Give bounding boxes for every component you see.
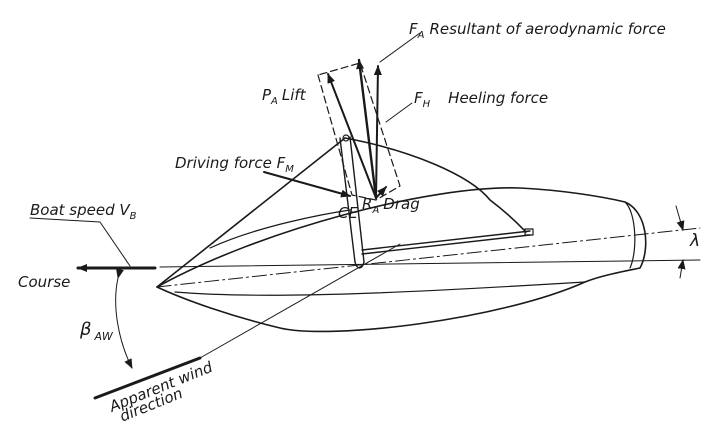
- heeling-leader: [385, 102, 413, 123]
- apparent-wind-label: Apparent winddirection: [106, 358, 221, 428]
- boom: [361, 228, 534, 255]
- beta-angle-arc: [115, 268, 133, 369]
- driving-force-label: Driving force FM: [175, 154, 294, 175]
- force-parallelogram: [317, 62, 401, 201]
- resultant-label: FA Resultant of aerodynamic force: [409, 20, 666, 41]
- ce-label: CE: [338, 204, 358, 222]
- hull: [156, 187, 647, 333]
- lift-label: PA Lift: [262, 86, 307, 107]
- heeling-force-label: FH Heeling force: [414, 89, 548, 110]
- mast: [339, 134, 365, 269]
- beta-aw-label: β AW: [79, 319, 114, 343]
- resultant-leader: [379, 32, 421, 63]
- boat-speed-label: Boat speed VB: [30, 201, 137, 222]
- resultant-arrow: [356, 58, 378, 200]
- lambda-angle-markers: [675, 205, 686, 279]
- apparent-wind-direction: [93, 243, 401, 400]
- drag-label: RA Drag: [362, 195, 420, 216]
- sail: [156, 137, 527, 288]
- lift-arrow: [327, 73, 377, 199]
- boat-speed-leader: [29, 217, 131, 267]
- centre-line: [156, 227, 701, 288]
- course-line: [159, 259, 701, 268]
- driving-force-arrow: [263, 171, 351, 198]
- lambda-label: λ: [689, 231, 700, 251]
- course-label: Course: [18, 273, 70, 291]
- heeling-force-arrow: [373, 65, 382, 199]
- drag-arrow: [375, 186, 387, 199]
